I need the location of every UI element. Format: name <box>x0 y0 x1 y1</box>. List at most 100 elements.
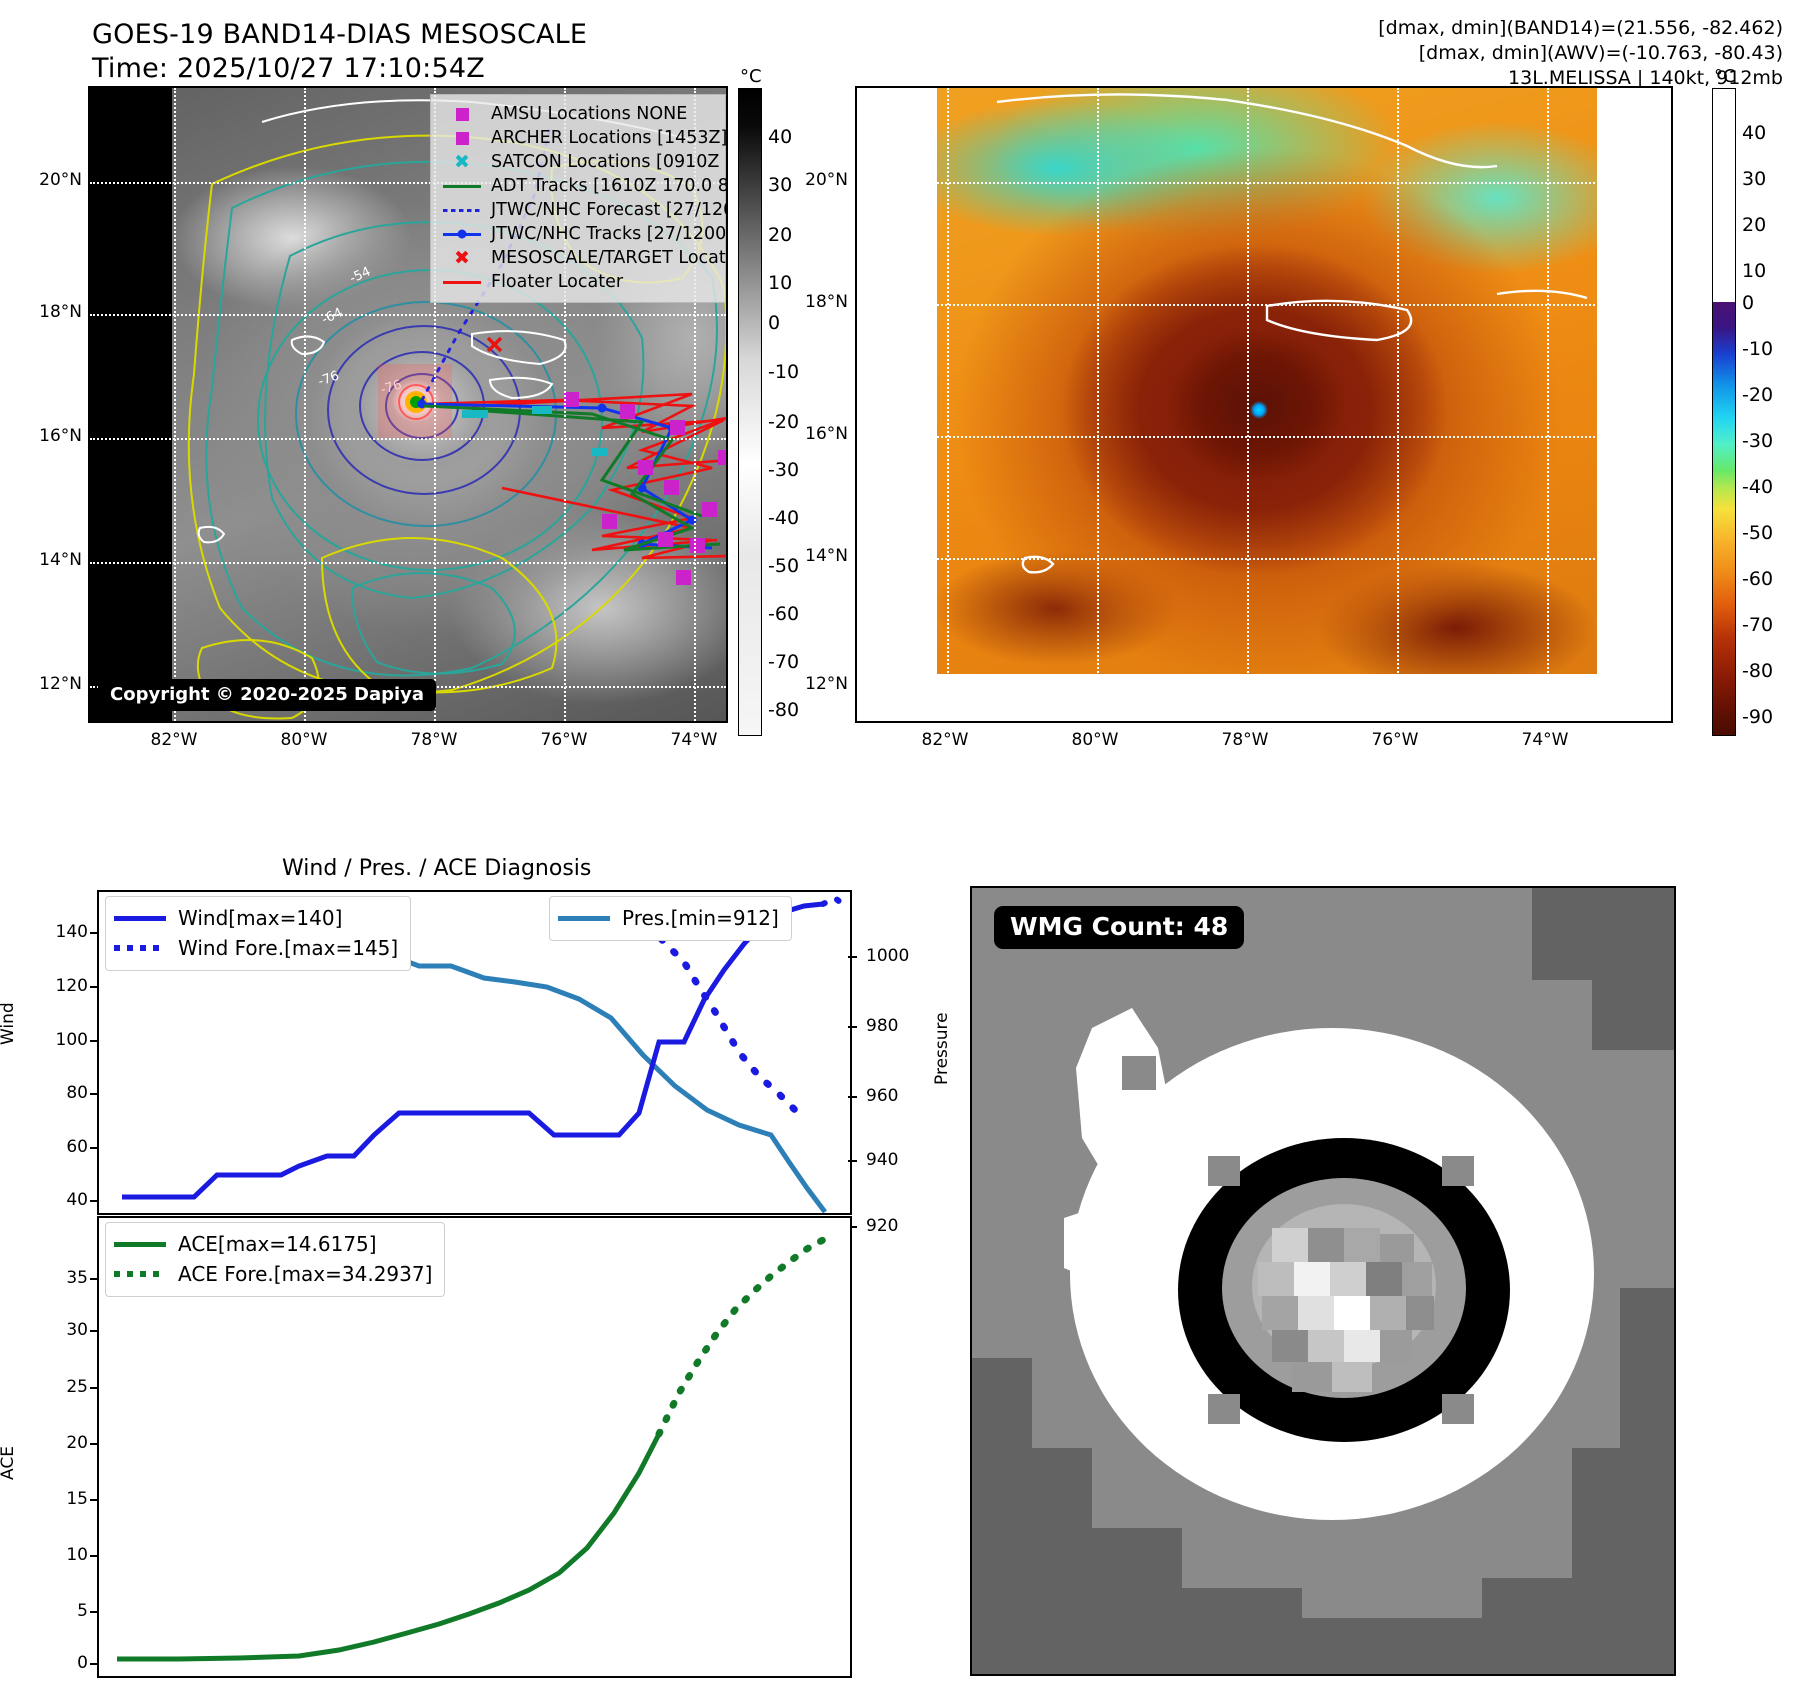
legend-item-floater-locater[interactable]: Floater Locater <box>441 270 715 294</box>
ir-cb-tick--10: -10 <box>768 361 800 383</box>
legend-item-archer[interactable]: ARCHER Locations [1453Z] <box>441 126 726 150</box>
awv-cb-tick-0: 0 <box>1742 292 1755 314</box>
ir-cb-tick--80: -80 <box>768 699 800 721</box>
ir-cb-tick-0: 0 <box>768 312 781 334</box>
ir-lat-tick-20n: 20°N <box>39 170 82 190</box>
dotted-line-icon <box>114 1271 172 1277</box>
awv-cb-tick-30: 30 <box>1742 168 1767 190</box>
ir-cb-tick--60: -60 <box>768 603 800 625</box>
pres-ytick-960: 960 <box>866 1086 899 1106</box>
legend-item-jtwc-tracks[interactable]: JTWC/NHC Tracks [27/1200Z] <box>441 222 726 246</box>
wind-ytick-80: 80 <box>66 1083 88 1103</box>
ir-lat-tick-12n: 12°N <box>39 674 82 694</box>
legend-item-amsu[interactable]: AMSU Locations NONE <box>441 102 715 126</box>
awv-cb-tick--50: -50 <box>1742 522 1774 544</box>
ace-ytick-30: 30 <box>66 1320 88 1340</box>
awv-lon-tick-76w: 76°W <box>1371 730 1419 750</box>
awv-cb-tick--30: -30 <box>1742 430 1774 452</box>
legend-label: Wind[max=140] <box>178 906 343 930</box>
legend-item-jtwc-forecast[interactable]: JTWC/NHC Forecast [27/1200Z] <box>441 198 726 222</box>
legend-item-adt-tracks[interactable]: ADT Tracks [1610Z 170.0 889.8] <box>441 174 726 198</box>
copyright-badge: Copyright © 2020-2025 Dapiya <box>98 679 437 711</box>
awv-enhanced-map[interactable] <box>855 86 1673 723</box>
awv-imagery <box>937 88 1597 674</box>
awv-lon-tick-82w: 82°W <box>921 730 969 750</box>
ir-gridline-lon-76 <box>564 88 566 721</box>
ir-lat-tick-18n: 18°N <box>39 302 82 322</box>
wind-tick-120 <box>90 986 99 988</box>
x-marker-icon: ✖ <box>454 246 470 269</box>
storm-summary: 13L.MELISSA | 140kt, 912mb <box>1508 67 1783 89</box>
ir-lat-tick-16n: 16°N <box>39 426 82 446</box>
ir-gridline-lon-80 <box>304 88 306 721</box>
awv-gridline-lon-78 <box>1247 88 1249 721</box>
wind-forecast-extension <box>615 902 803 1118</box>
ace-ytick-0: 0 <box>77 1653 88 1673</box>
ir-map-legend[interactable]: AMSU Locations NONE ARCHER Locations [14… <box>430 94 726 303</box>
legend-item-satcon[interactable]: ✖ SATCON Locations [0910Z 159 910] <box>441 150 726 174</box>
pressure-axis-title: Pressure <box>932 1012 952 1085</box>
ir-mesoscale-map[interactable]: -54 -64 -76 -76 <box>88 86 728 723</box>
legend-label: Wind Fore.[max=145] <box>178 936 399 960</box>
ace-tick-25 <box>90 1387 99 1389</box>
ace-chart[interactable]: ACE[max=14.6175] ACE Fore.[max=34.2937] <box>97 1216 852 1678</box>
legend-item-ace-forecast[interactable]: ACE Fore.[max=34.2937] <box>114 1259 432 1289</box>
awv-lat-tick-18n: 18°N <box>805 292 848 312</box>
awv-gridline-lon-80 <box>1097 88 1099 721</box>
ir-gridline-lat-14 <box>90 562 726 564</box>
awv-gridline-lon-82 <box>947 88 949 721</box>
legend-item-wind[interactable]: Wind[max=140] <box>114 903 398 933</box>
legend-label: ADT Tracks [1610Z 170.0 889.8] <box>491 176 728 196</box>
solid-line-icon <box>558 915 616 921</box>
legend-item-mesoscale-target[interactable]: ✖ MESOSCALE/TARGET Location <box>441 246 726 270</box>
legend-label: JTWC/NHC Tracks [27/1200Z] <box>491 224 728 244</box>
ir-gridline-lon-74 <box>694 88 696 721</box>
ace-ytick-20: 20 <box>66 1433 88 1453</box>
ace-plot-area <box>117 1232 835 1662</box>
awv-lat-tick-14n: 14°N <box>805 546 848 566</box>
ace-ytick-15: 15 <box>66 1489 88 1509</box>
awv-cb-tick-10: 10 <box>1742 260 1767 282</box>
solid-line-icon <box>114 915 172 921</box>
square-marker-icon <box>441 131 483 145</box>
ace-tick-30 <box>90 1330 99 1332</box>
ir-cb-tick-30: 30 <box>768 174 793 196</box>
wind-tick-40 <box>90 1200 99 1202</box>
wind-ytick-40: 40 <box>66 1190 88 1210</box>
wmg-count-badge: WMG Count: 48 <box>994 906 1245 949</box>
ace-ytick-5: 5 <box>77 1601 88 1621</box>
ace-legend[interactable]: ACE[max=14.6175] ACE Fore.[max=34.2937] <box>105 1222 446 1297</box>
ir-colorbar[interactable] <box>738 88 762 736</box>
awv-colorbar[interactable] <box>1712 88 1736 736</box>
ir-cb-tick--40: -40 <box>768 507 800 529</box>
wind-legend[interactable]: Wind[max=140] Wind Fore.[max=145] <box>105 896 412 971</box>
ir-cb-tick--70: -70 <box>768 651 800 673</box>
legend-label: Pres.[min=912] <box>622 906 779 930</box>
awv-cb-tick--40: -40 <box>1742 476 1774 498</box>
wmg-segmentation-map[interactable]: WMG Count: 48 <box>970 886 1676 1676</box>
legend-item-pressure[interactable]: Pres.[min=912] <box>558 903 779 933</box>
awv-lon-tick-74w: 74°W <box>1521 730 1569 750</box>
svg-text:-76: -76 <box>316 368 341 389</box>
ace-tick-0 <box>90 1663 99 1665</box>
wind-ytick-100: 100 <box>55 1030 88 1050</box>
awv-colorbar-unit: °C <box>1714 66 1736 87</box>
wind-pressure-chart[interactable]: Wind[max=140] Wind Fore.[max=145] Pres.[… <box>97 890 852 1215</box>
ace-ytick-35: 35 <box>66 1268 88 1288</box>
series-wind <box>122 901 824 1200</box>
legend-label: SATCON Locations [0910Z 159 910] <box>491 152 726 172</box>
square-marker-icon <box>441 107 483 121</box>
wind-tick-100 <box>90 1040 99 1042</box>
pressure-legend[interactable]: Pres.[min=912] <box>549 896 792 941</box>
dmax-dmin-awv: [dmax, dmin](AWV)=(-10.763, -80.43) <box>1418 42 1783 64</box>
legend-label: ARCHER Locations [1453Z] <box>491 128 728 148</box>
legend-item-ace[interactable]: ACE[max=14.6175] <box>114 1229 432 1259</box>
wind-ytick-60: 60 <box>66 1137 88 1157</box>
ir-cb-tick--20: -20 <box>768 411 800 433</box>
title-line-2: Time: 2025/10/27 17:10:54Z <box>92 53 485 84</box>
legend-label: Floater Locater <box>491 272 624 292</box>
ir-cb-tick--50: -50 <box>768 555 800 577</box>
awv-gridline-lat-14 <box>857 558 1671 560</box>
legend-item-wind-forecast[interactable]: Wind Fore.[max=145] <box>114 933 398 963</box>
wind-axis-title: Wind <box>0 1002 18 1045</box>
